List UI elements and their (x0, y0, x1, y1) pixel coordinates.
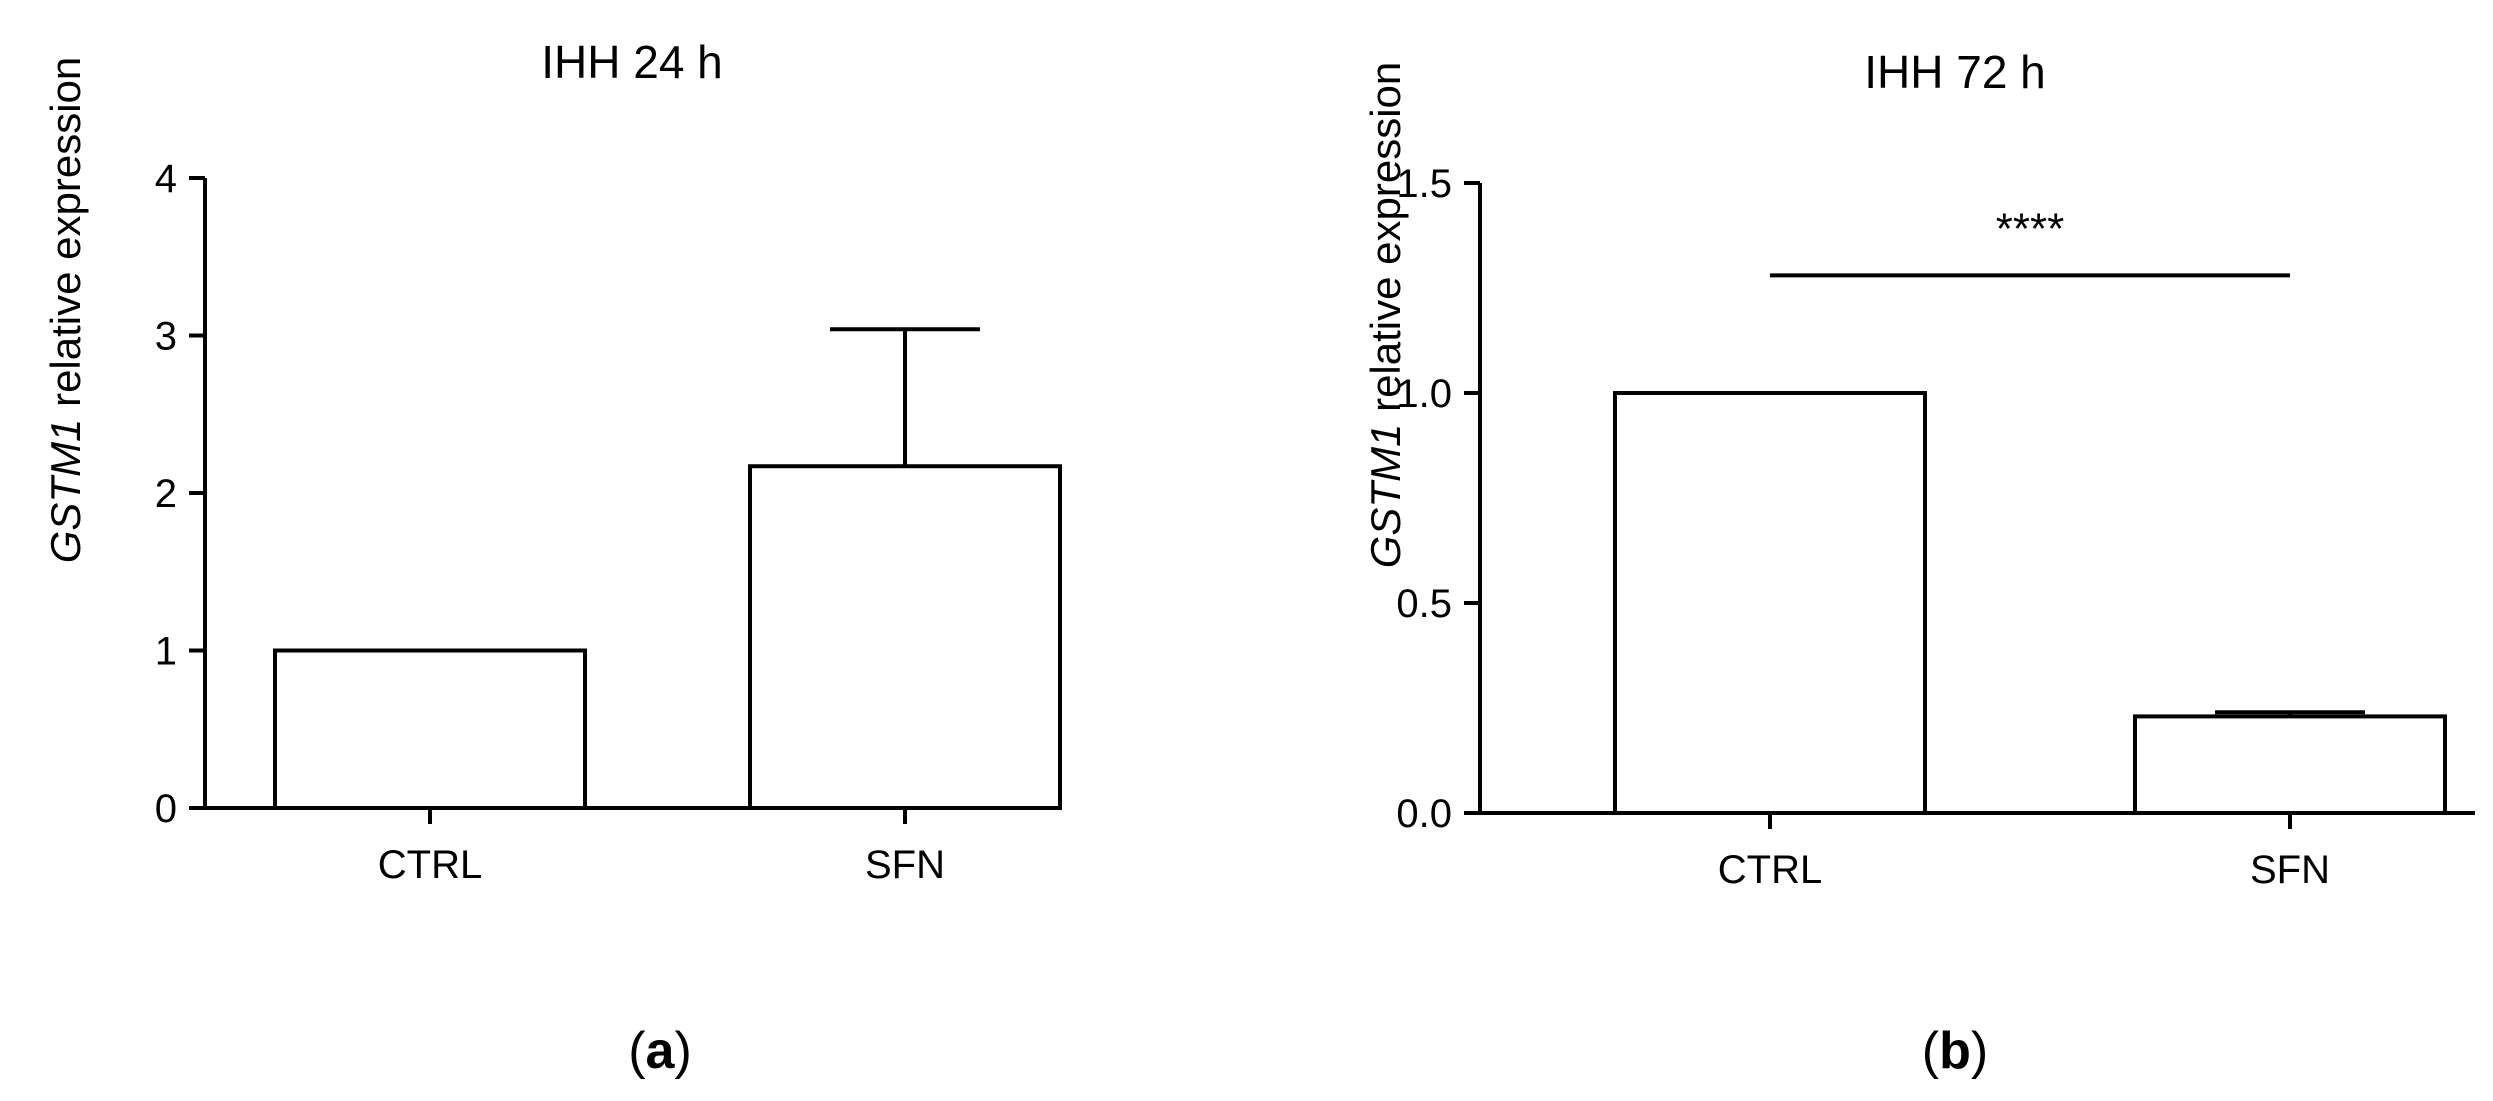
bar-sfn (748, 464, 1062, 810)
chart-panel-b: IHH 72 h GSTM1 relative expression 0.00.… (1362, 46, 2475, 892)
y-axis-label-text: relative expression (42, 57, 89, 419)
y-tick-label: 0.5 (1396, 582, 1452, 626)
chart-title: IHH 24 h (541, 36, 723, 88)
plot-area: 0 1 2 3 4 CTRL SFN (155, 157, 1062, 887)
plot-area: 0.0 0.5 1.0 1.5 CTRL SFN **** (1396, 162, 2475, 892)
y-tick-label: 3 (155, 315, 177, 359)
y-axis-label-text: relative expression (1362, 62, 1409, 424)
chart-title: IHH 72 h (1864, 46, 2046, 98)
y-tick-label: 4 (155, 157, 177, 201)
y-axis-label: GSTM1 relative expression (1362, 62, 1409, 569)
bar-ctrl (1613, 391, 1927, 815)
y-axis-label-gene: GSTM1 (1362, 424, 1409, 569)
panel-label-b: (b) (1922, 1022, 1988, 1080)
y-tick-label: 0 (155, 787, 177, 831)
y-axis-label: GSTM1 relative expression (42, 57, 89, 564)
y-axis-label-gene: GSTM1 (42, 419, 89, 564)
x-tick-label: SFN (2250, 848, 2330, 892)
bar-ctrl (273, 648, 587, 810)
y-tick-label: 2 (155, 472, 177, 516)
y-tick-label: 1 (155, 630, 177, 674)
significance-label: **** (1996, 204, 2065, 253)
x-tick-label: CTRL (378, 843, 482, 887)
x-tick-label: CTRL (1718, 848, 1822, 892)
y-tick-label: 0.0 (1396, 792, 1452, 836)
chart-panel-a: IHH 24 h GSTM1 relative expression 0 1 2 3 4… (42, 36, 1062, 887)
y-tick-label: 1.5 (1396, 162, 1452, 206)
y-tick-label: 1.0 (1396, 372, 1452, 416)
bar-sfn (2133, 714, 2447, 816)
panel-label-a: (a) (628, 1022, 692, 1080)
x-tick-label: SFN (865, 843, 945, 887)
